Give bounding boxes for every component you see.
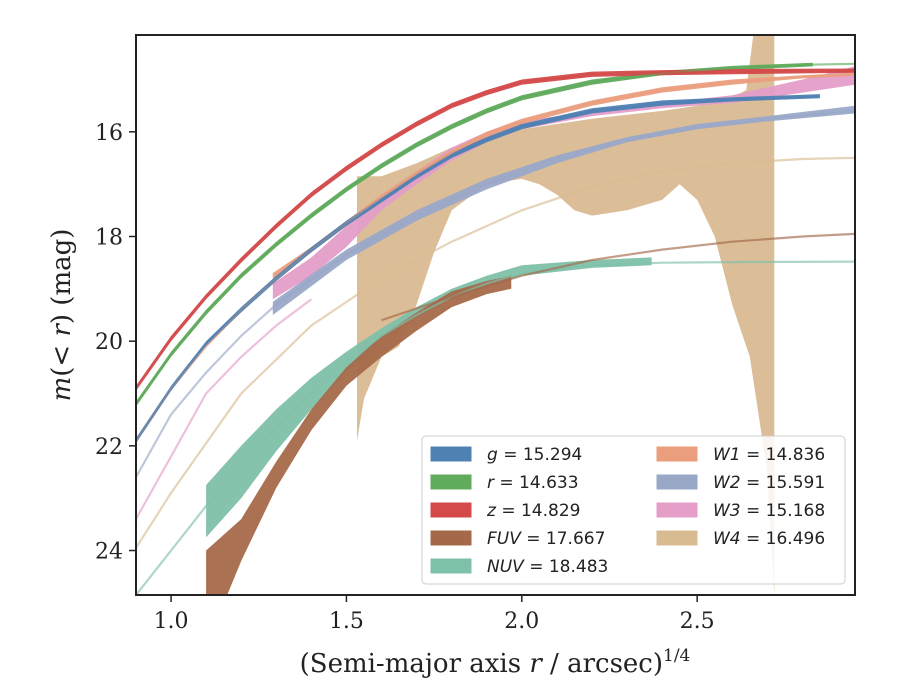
legend-label-w4: W4 = 16.496: [713, 529, 825, 549]
legend-swatch-fuv: [430, 530, 472, 546]
model-line-fuv: [381, 232, 855, 322]
x-axis-label: (Semi-major axis r / arcsec)1/4: [300, 646, 691, 679]
models-layer: [136, 62, 855, 595]
legend-label-w1: W1 = 14.836: [713, 445, 825, 465]
x-tick-label: 2.0: [504, 609, 539, 634]
model-line-g: [136, 95, 820, 442]
legend-label-z: z = 14.829: [486, 501, 580, 521]
band-fuv: [206, 275, 512, 595]
legend-label-nuv: NUV = 18.483: [487, 557, 608, 577]
y-tick-label: 18: [95, 225, 123, 250]
legend-box: [421, 435, 846, 585]
y-axis-label: m(< r) (mag): [47, 229, 77, 402]
legend-swatch-r: [430, 474, 472, 490]
bands-layer: [136, 35, 855, 595]
model-line-w4: [136, 156, 855, 549]
legend-swatch-nuv: [430, 558, 472, 574]
model-line-z: [136, 69, 855, 389]
model-line-nuv: [136, 260, 855, 595]
band-w4: [357, 35, 775, 595]
legend-label-w2: W2 = 15.591: [713, 473, 825, 493]
band-nuv: [206, 257, 652, 538]
x-axis-ticks: 1.0 1.5 2.0 2.5: [154, 595, 715, 634]
x-tick-label: 1.0: [154, 609, 189, 634]
y-axis-ticks: 16 18 20 22 24: [95, 121, 136, 565]
legend-swatch-z: [430, 502, 472, 518]
legend: g = 15.294 r = 14.633 z = 14.829 FUV = 17.6…: [421, 435, 846, 585]
y-tick-label: 22: [95, 435, 123, 460]
legend-label-r: r = 14.633: [487, 473, 579, 493]
x-tick-label: 1.5: [329, 609, 364, 634]
plot-frame: [135, 34, 856, 596]
legend-label-fuv: FUV = 17.667: [487, 529, 605, 549]
legend-swatch-w4: [656, 530, 698, 546]
model-line-w2: [136, 109, 855, 478]
legend-label-g: g = 15.294: [487, 445, 582, 465]
y-tick-label: 20: [95, 330, 123, 355]
x-tick-label: 2.5: [680, 609, 715, 634]
legend-swatch-w2: [656, 474, 698, 490]
y-tick-label: 16: [95, 121, 123, 146]
legend-swatch-w3: [656, 502, 698, 518]
model-line-w3: [136, 298, 313, 520]
legend-label-w3: W3 = 15.168: [713, 501, 825, 521]
band-w3: [272, 66, 855, 300]
legend-swatch-w1: [656, 446, 698, 462]
y-tick-label: 24: [95, 540, 123, 565]
legend-items: g = 15.294 r = 14.633 z = 14.829 FUV = 17.6…: [430, 445, 825, 577]
legend-swatch-g: [430, 446, 472, 462]
